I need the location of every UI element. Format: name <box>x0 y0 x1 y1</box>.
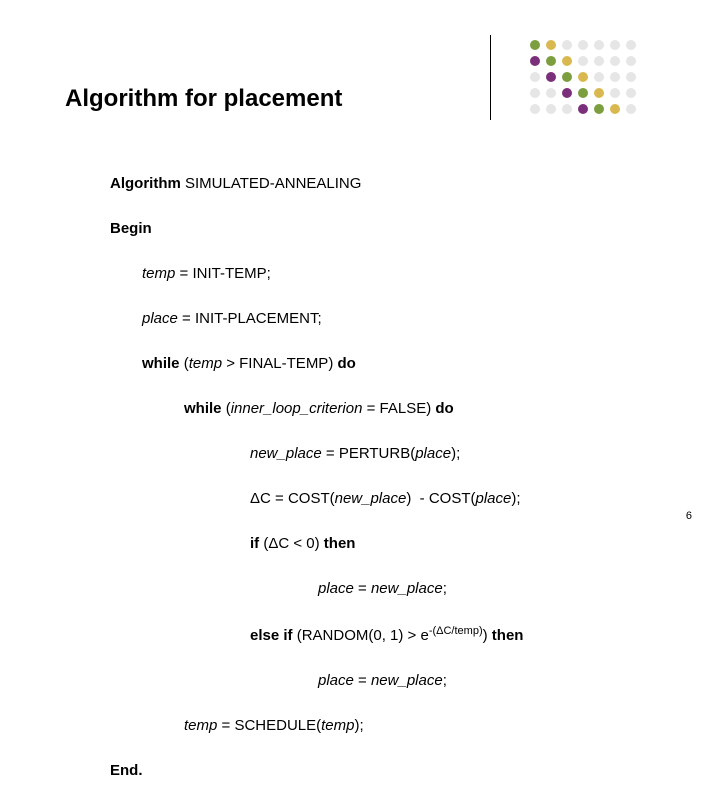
decorative-dot <box>546 104 556 114</box>
algo-line: new_place = PERTURB(place); <box>110 443 523 466</box>
decorative-dot <box>626 40 636 50</box>
algo-text: (RANDOM(0, 1) > e <box>297 627 429 644</box>
algo-text: > FINAL-TEMP) <box>222 355 337 372</box>
decorative-dot <box>594 40 604 50</box>
algo-line: Algorithm SIMULATED-ANNEALING <box>110 173 523 196</box>
decorative-dot <box>530 40 540 50</box>
decorative-dot <box>578 40 588 50</box>
decorative-dot <box>578 56 588 66</box>
decorative-dot <box>610 40 620 50</box>
algo-text: Begin <box>110 220 152 237</box>
algo-text: temp <box>321 717 354 734</box>
algo-line: while (inner_loop_criterion = FALSE) do <box>110 398 523 421</box>
algo-text: = <box>354 672 371 689</box>
algo-line: while (temp > FINAL-TEMP) do <box>110 353 523 376</box>
algo-text: place <box>318 672 354 689</box>
algo-text: (ΔC < 0) <box>263 535 323 552</box>
algo-text: ; <box>443 580 447 597</box>
algo-text: ) - COST( <box>406 490 475 507</box>
decorative-dot <box>530 88 540 98</box>
algo-text: place <box>142 310 178 327</box>
algo-line: ΔC = COST(new_place) - COST(place); <box>110 488 523 511</box>
vertical-divider <box>490 35 491 120</box>
decorative-dot <box>562 88 572 98</box>
algo-line: End. <box>110 760 523 783</box>
algo-text: ); <box>451 445 460 462</box>
algo-text: ) <box>483 627 492 644</box>
algo-line: else if (RANDOM(0, 1) > e-(ΔC/temp)) the… <box>110 623 523 648</box>
algo-text: ; <box>443 672 447 689</box>
algo-text: new_place <box>335 490 407 507</box>
algo-line: place = new_place; <box>110 578 523 601</box>
algo-text: = <box>354 580 371 597</box>
decorative-dot <box>610 56 620 66</box>
algo-text: = PERTURB( <box>322 445 416 462</box>
algo-text: then <box>492 627 524 644</box>
decorative-dot <box>562 56 572 66</box>
algo-text: inner_loop_criterion <box>231 400 363 417</box>
algo-text: = INIT-TEMP; <box>175 265 270 282</box>
decorative-dot <box>546 40 556 50</box>
algo-line: temp = INIT-TEMP; <box>110 263 523 286</box>
algo-text: End. <box>110 762 143 779</box>
algo-text: else if <box>250 627 297 644</box>
decorative-dot <box>594 56 604 66</box>
algo-text: new_place <box>250 445 322 462</box>
algo-text: Algorithm <box>110 175 185 192</box>
decorative-dot <box>530 104 540 114</box>
algo-line: if (ΔC < 0) then <box>110 533 523 556</box>
decorative-dot <box>578 72 588 82</box>
algo-text: place <box>475 490 511 507</box>
decorative-dot <box>546 88 556 98</box>
decorative-dot <box>562 104 572 114</box>
decorative-dot <box>546 56 556 66</box>
decorative-dot <box>578 104 588 114</box>
decorative-dot <box>562 40 572 50</box>
algo-text: -(ΔC/temp) <box>429 625 483 637</box>
decorative-dot <box>594 88 604 98</box>
algo-text: ); <box>511 490 520 507</box>
algo-line: temp = SCHEDULE(temp); <box>110 715 523 738</box>
algo-text: ΔC = COST( <box>250 490 335 507</box>
algo-text: new_place <box>371 580 443 597</box>
decorative-dot <box>610 88 620 98</box>
decorative-dot <box>626 88 636 98</box>
algo-text: do <box>337 355 355 372</box>
algo-text: = SCHEDULE( <box>217 717 321 734</box>
algo-text: do <box>435 400 453 417</box>
algo-text: place <box>415 445 451 462</box>
algo-text: while <box>184 400 226 417</box>
algo-text: SIMULATED-ANNEALING <box>185 175 361 192</box>
algo-text: temp <box>184 717 217 734</box>
decorative-dot <box>626 72 636 82</box>
algo-text: if <box>250 535 263 552</box>
algo-text: place <box>318 580 354 597</box>
decorative-dot <box>530 72 540 82</box>
algo-line: place = new_place; <box>110 670 523 693</box>
decorative-dot <box>610 72 620 82</box>
algo-text: temp <box>189 355 222 372</box>
decorative-dot <box>578 88 588 98</box>
decorative-dot <box>546 72 556 82</box>
decorative-dot <box>562 72 572 82</box>
page-number: 6 <box>686 510 692 522</box>
decorative-dot <box>594 104 604 114</box>
decorative-dot <box>530 56 540 66</box>
slide-title: Algorithm for placement <box>65 85 342 113</box>
algo-text: = INIT-PLACEMENT; <box>178 310 322 327</box>
algo-text: = FALSE) <box>362 400 435 417</box>
decorative-dot <box>594 72 604 82</box>
algo-text: while <box>142 355 184 372</box>
algo-text: then <box>324 535 356 552</box>
algorithm-block: Algorithm SIMULATED-ANNEALING Begin temp… <box>110 150 523 805</box>
decorative-dot <box>610 104 620 114</box>
algo-line: Begin <box>110 218 523 241</box>
algo-text: new_place <box>371 672 443 689</box>
decorative-dot <box>626 56 636 66</box>
algo-line: place = INIT-PLACEMENT; <box>110 308 523 331</box>
algo-text: ); <box>355 717 364 734</box>
algo-text: temp <box>142 265 175 282</box>
decorative-dot <box>626 104 636 114</box>
